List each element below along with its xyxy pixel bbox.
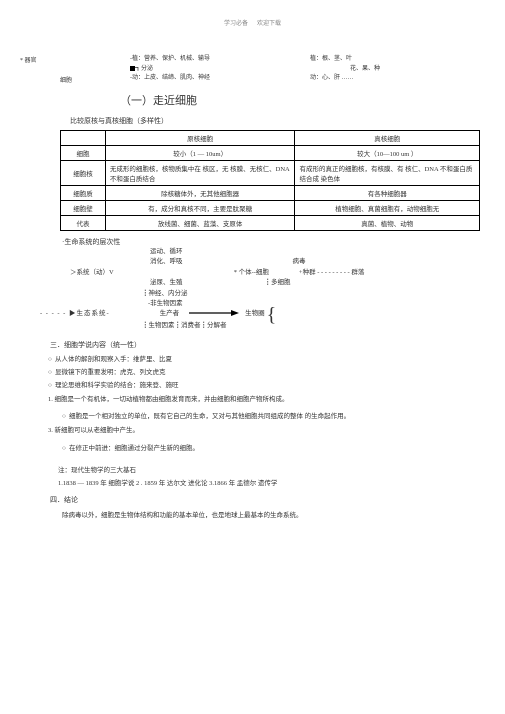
list-item: 1. 细胞是一个有机体，一切动植物都由细胞发育而来，并由细胞和细胞产物所构成。 bbox=[48, 395, 485, 405]
organ-tree: 植：根、茎、叶 花、果、种 动：心、肝 …… bbox=[310, 55, 440, 84]
list-item: 细胞是一个相对独立的单位，既有它自己的生命，又对与其他细胞共同组成的整体 的生命… bbox=[62, 410, 485, 420]
table-row: 代表 放线菌、细菌、蓝藻、支原体 真菌、植物、动物 bbox=[61, 216, 480, 231]
table-row: 细胞核 无成形的细胞核，核物质集中在 核区，无 核膜、无核仁、DNA 不和蛋白质… bbox=[61, 161, 480, 186]
hier-line: ┇生物因素┇消费者┇分解者 bbox=[142, 321, 485, 331]
list-item: 在修正中前进：细胞通过分裂产生新的细胞。 bbox=[62, 442, 485, 452]
cell: 有成形的真正的细胞核，有核膜、有 核仁、DNA 不和蛋白质结合成 染色体 bbox=[295, 161, 480, 186]
cell: 细胞壁 bbox=[61, 201, 106, 216]
table-row: 细胞质 除核糖体外，无其他细胞器 有各种细胞器 bbox=[61, 186, 480, 201]
tree-line: 植：根、茎、叶 bbox=[310, 55, 440, 65]
arrow-icon bbox=[189, 309, 239, 317]
conclusion: 除病毒以外，细胞是生物体结构和功能的基本单位，也是地球上最基本的生命系统。 bbox=[62, 509, 485, 519]
hierarchy-title: ·生命系统的层次性 bbox=[62, 237, 485, 247]
tree-line: 花、果、种 bbox=[350, 65, 440, 75]
cell: 细胞质 bbox=[61, 186, 106, 201]
section3-title: 三．细胞学说内容（统一性） bbox=[50, 340, 485, 350]
comparison-table: 原核细胞 真核细胞 细胞 较小（1 — 10um） 较大（10—100 um ）… bbox=[60, 130, 480, 231]
tree-line: 动：心、肝 …… bbox=[310, 74, 440, 84]
list-item: 3. 新细胞可以从老细胞中产生。 bbox=[48, 426, 485, 436]
tree-line: -植：营养、保护、机械、输导 bbox=[130, 55, 310, 65]
section4-title: 四．结论 bbox=[50, 495, 485, 505]
header-right: 欢迎下载 bbox=[257, 21, 281, 27]
cell bbox=[61, 131, 106, 146]
organ-label: * 器官 bbox=[20, 55, 60, 84]
cell: 较大（10—100 um ） bbox=[295, 146, 480, 161]
cell: 细胞核 bbox=[61, 161, 106, 186]
cell: 放线菌、细菌、蓝藻、支原体 bbox=[105, 216, 295, 231]
hier-line: 运动、循环 bbox=[150, 247, 485, 257]
note-line: 1.1838 — 1839 年 细胞学说 2 . 1859 年 达尔文 进化论 … bbox=[58, 477, 485, 487]
hierarchy-diagram: 运动、循环 消化、呼吸 病毒 ＞系统（动）V * 个体--细胞 +种群 - - … bbox=[70, 247, 485, 332]
top-tree: * 器官 细胞 -植：营养、保护、机械、输导 ┓分泌 -动：上皮、结缔、肌肉、神… bbox=[20, 55, 485, 84]
cell: 代表 bbox=[61, 216, 106, 231]
cell: 无成形的细胞核，核物质集中在 核区，无 核膜、无核仁、DNA 不和蛋白质结合 bbox=[105, 161, 295, 186]
cell: 真菌、植物、动物 bbox=[295, 216, 480, 231]
cell: 有各种细胞器 bbox=[295, 186, 480, 201]
cell-label: 细胞 bbox=[60, 55, 130, 84]
tissue-tree: -植：营养、保护、机械、输导 ┓分泌 -动：上皮、结缔、肌肉、神经 bbox=[130, 55, 310, 84]
cell: 较小（1 — 10um） bbox=[105, 146, 295, 161]
section-title: （一）走近细胞 bbox=[120, 92, 485, 108]
list-item: 显微镜下的重要发明：虎克、列文虎克 bbox=[48, 366, 485, 376]
hier-line: 消化、呼吸 病毒 bbox=[70, 257, 485, 267]
page-header: 学习必备 欢迎下载 bbox=[20, 18, 485, 27]
table-row: 原核细胞 真核细胞 bbox=[61, 131, 480, 146]
hier-line: ┇神经、内分泌 bbox=[142, 289, 485, 299]
brace-icon: { bbox=[267, 309, 277, 321]
hier-line: - - - - - ▶生态系统- 生产者 生物圈 { bbox=[70, 309, 485, 321]
cell: 除核糖体外，无其他细胞器 bbox=[105, 186, 295, 201]
tree-line: -动：上皮、结缔、肌肉、神经 bbox=[130, 74, 310, 84]
table-row: 细胞 较小（1 — 10um） 较大（10—100 um ） bbox=[61, 146, 480, 161]
cell: 真核细胞 bbox=[295, 131, 480, 146]
table-row: 细胞壁 有，成分和真核不同，主要是肽聚糖 植物细胞、真菌细胞有，动物细胞无 bbox=[61, 201, 480, 216]
list-item: 从人体的解剖和观察入手：维萨里、比夏 bbox=[48, 353, 485, 363]
cell: 植物细胞、真菌细胞有，动物细胞无 bbox=[295, 201, 480, 216]
list-item: 理论思维和科学实验的结合：施来登、施旺 bbox=[48, 379, 485, 389]
header-left: 学习必备 bbox=[224, 21, 248, 27]
hier-line: -非生物因素 bbox=[148, 299, 485, 309]
tree-line: ┓分泌 bbox=[130, 65, 310, 75]
note-title: 注：现代生物学的三大基石 bbox=[58, 464, 485, 474]
cell: 有，成分和真核不同，主要是肽聚糖 bbox=[105, 201, 295, 216]
subtitle: 比较原核与真核细胞（多样性） bbox=[70, 116, 485, 126]
cell: 原核细胞 bbox=[105, 131, 295, 146]
hier-line: ＞系统（动）V * 个体--细胞 +种群 - - - - - - - - - 群… bbox=[70, 268, 485, 278]
cell: 细胞 bbox=[61, 146, 106, 161]
hier-line: 泌尿、生殖 ┇多细胞 bbox=[70, 278, 485, 288]
